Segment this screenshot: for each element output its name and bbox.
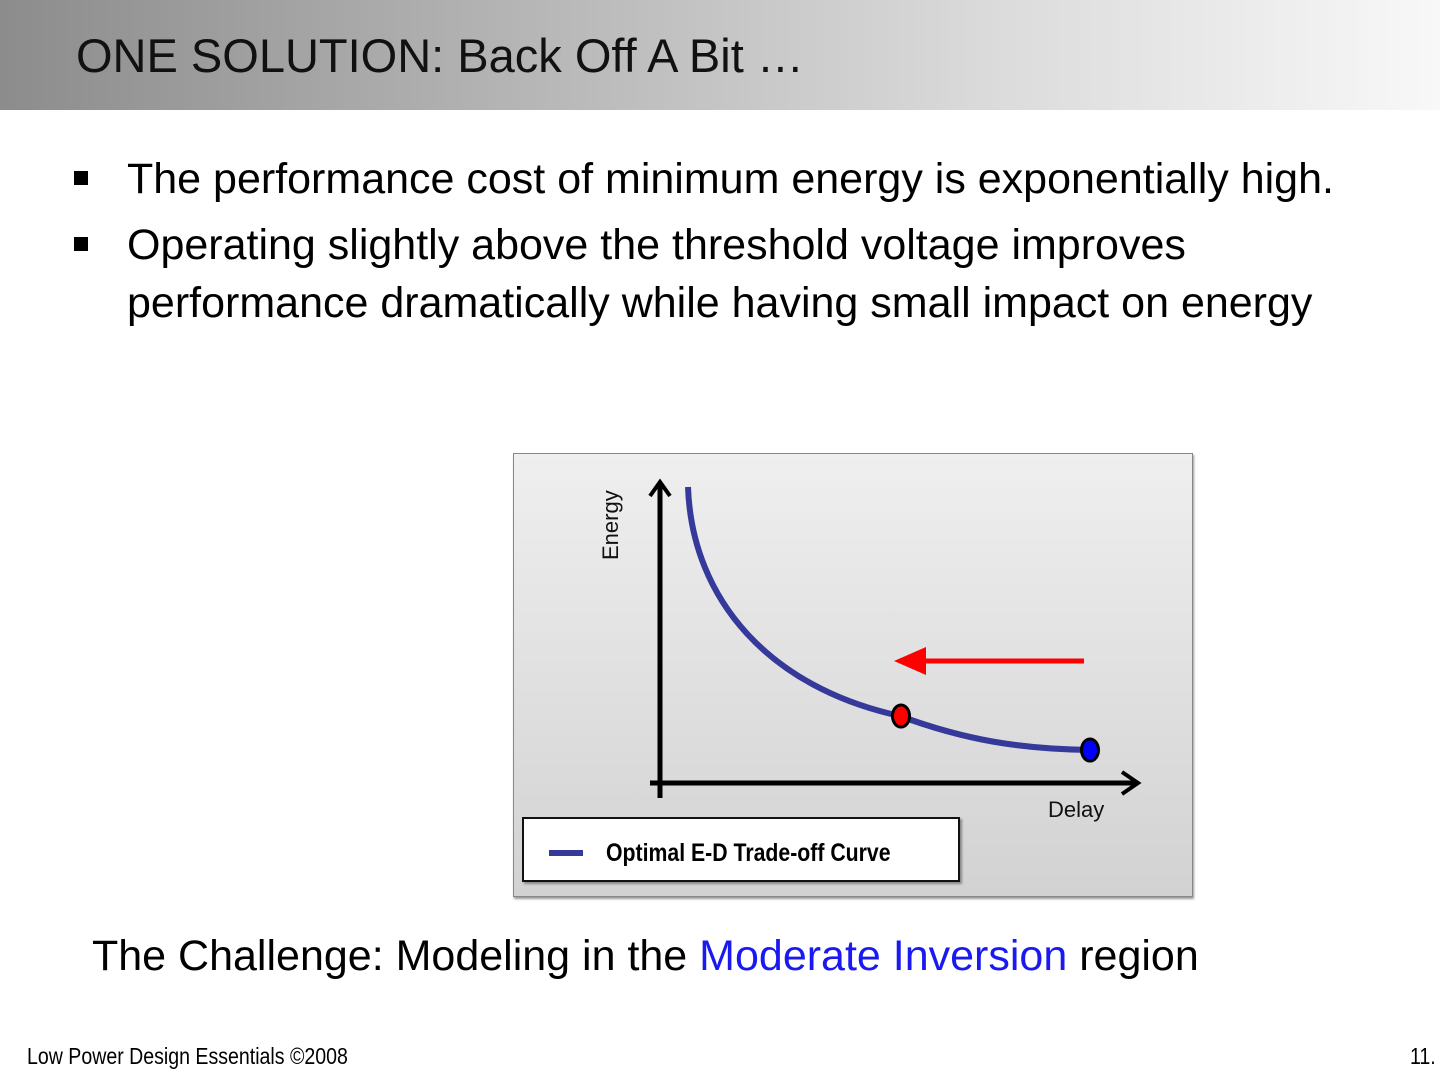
slide-title: ONE SOLUTION: Back Off A Bit … <box>76 29 804 82</box>
square-bullet-icon <box>74 171 88 185</box>
bullet-text: Operating slightly above the threshold v… <box>127 221 1313 327</box>
legend: Optimal E-D Trade-off Curve <box>522 817 960 882</box>
legend-swatch <box>549 850 583 856</box>
page-number: 11. <box>1410 1043 1436 1069</box>
footer-copyright: Low Power Design Essentials ©2008 <box>27 1043 348 1069</box>
x-axis-label: Delay <box>1048 797 1105 822</box>
title-bar: ONE SOLUTION: Back Off A Bit … <box>0 0 1440 110</box>
y-axis-label: Energy <box>598 490 623 560</box>
challenge-text: The Challenge: Modeling in the Moderate … <box>92 932 1199 981</box>
challenge-highlight: Moderate Inversion <box>699 932 1068 980</box>
bullet-item: Operating slightly above the threshold v… <box>74 216 1394 332</box>
challenge-prefix: The Challenge: Modeling in the <box>92 932 700 980</box>
square-bullet-icon <box>74 237 88 251</box>
bullet-list: The performance cost of minimum energy i… <box>74 150 1394 340</box>
challenge-suffix: region <box>1067 932 1199 980</box>
legend-label: Optimal E-D Trade-off Curve <box>606 839 891 867</box>
bullet-text: The performance cost of minimum energy i… <box>127 155 1334 203</box>
bullet-item: The performance cost of minimum energy i… <box>74 150 1394 208</box>
